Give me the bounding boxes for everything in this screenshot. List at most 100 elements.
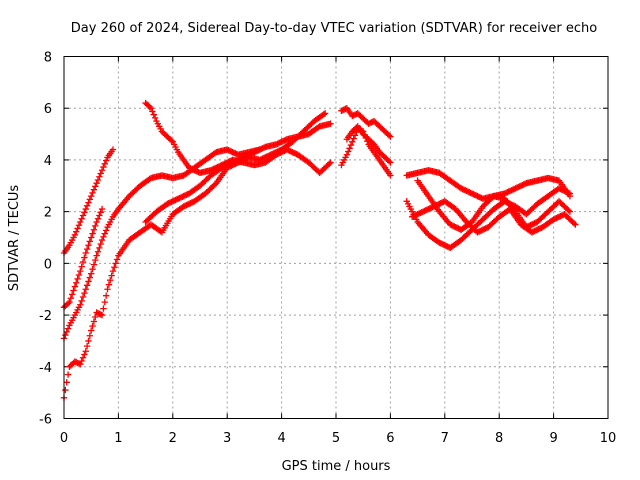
plot-frame [63,56,609,419]
series-track-1 [60,146,117,257]
data-point [82,205,89,213]
data-point [566,190,574,197]
data-point [387,133,394,140]
y-tick-label: 8 [44,51,52,66]
data-point [77,301,84,308]
data-point [97,209,104,216]
data-point [108,272,115,279]
data-point [62,331,69,339]
data-point [97,240,104,248]
data-point [385,132,393,139]
data-point [346,145,353,152]
x-tick-label: 9 [549,431,557,446]
data-point [320,111,327,118]
data-point [113,256,121,263]
data-point [77,267,84,275]
data-point [151,114,159,122]
data-point [63,328,70,336]
data-point [75,271,83,279]
data-point [85,199,92,206]
data-point [100,163,107,171]
data-point [78,263,85,270]
x-tick-label: 7 [441,431,449,446]
data-point [90,318,98,325]
data-point [89,265,96,273]
data-point [89,189,96,197]
data-point [94,215,102,222]
data-point [92,222,99,230]
data-point [71,231,79,239]
data-point [105,281,113,288]
data-point [96,244,103,252]
data-point [101,160,108,168]
data-point [64,371,72,378]
y-tick-label: 0 [44,257,52,272]
x-tick-label: 1 [114,431,122,446]
data-point [77,361,84,368]
x-tick-label: 4 [277,431,285,446]
data-point [107,276,114,284]
series-track-5 [142,99,334,177]
data-point [98,236,106,244]
data-point [92,256,99,264]
data-point [82,348,89,355]
data-point [90,186,98,193]
data-point [100,233,107,241]
series-track-9 [343,123,394,166]
data-point [88,270,95,277]
x-axis-label: GPS time / hours [282,459,391,474]
data-point [102,227,110,234]
data-point [102,292,110,299]
grid [64,56,608,419]
data-point [369,139,376,147]
data-point [104,286,111,293]
data-point [62,386,69,394]
data-point [100,305,107,312]
data-series [60,99,579,402]
data-point [387,172,394,179]
data-point [168,137,175,144]
data-point [81,254,88,261]
data-point [98,311,106,319]
data-point [83,245,91,253]
x-tick-label: 8 [495,431,503,446]
data-point [85,278,92,285]
data-point [385,158,393,165]
data-point [97,170,104,177]
data-point [93,180,100,187]
series-track-6 [142,120,334,226]
data-point [96,212,103,219]
data-point [321,110,329,117]
series-track-12 [408,198,579,236]
data-point [94,176,102,184]
data-point [81,351,88,358]
data-point [78,215,85,222]
data-point [81,209,88,216]
data-point [101,230,108,237]
series-track-10 [403,167,574,202]
data-point [570,220,578,227]
series-track-3 [60,146,264,342]
data-point [81,289,88,297]
data-point [71,283,79,290]
data-point [345,148,352,155]
x-tick-label: 2 [169,431,177,446]
data-point [85,337,92,345]
data-point [566,208,574,215]
y-tick-label: 4 [44,154,52,169]
data-point [112,260,119,267]
x-tick-label: 10 [600,431,617,446]
data-point [92,313,99,321]
data-point [67,295,74,302]
data-point [387,159,394,166]
data-point [101,298,108,306]
data-point [109,267,117,275]
data-point [83,202,91,210]
data-point [86,196,94,203]
y-tick-label: -4 [39,361,52,376]
data-point [150,111,157,118]
data-point [327,159,334,166]
data-point [96,173,103,180]
data-point [73,228,80,235]
